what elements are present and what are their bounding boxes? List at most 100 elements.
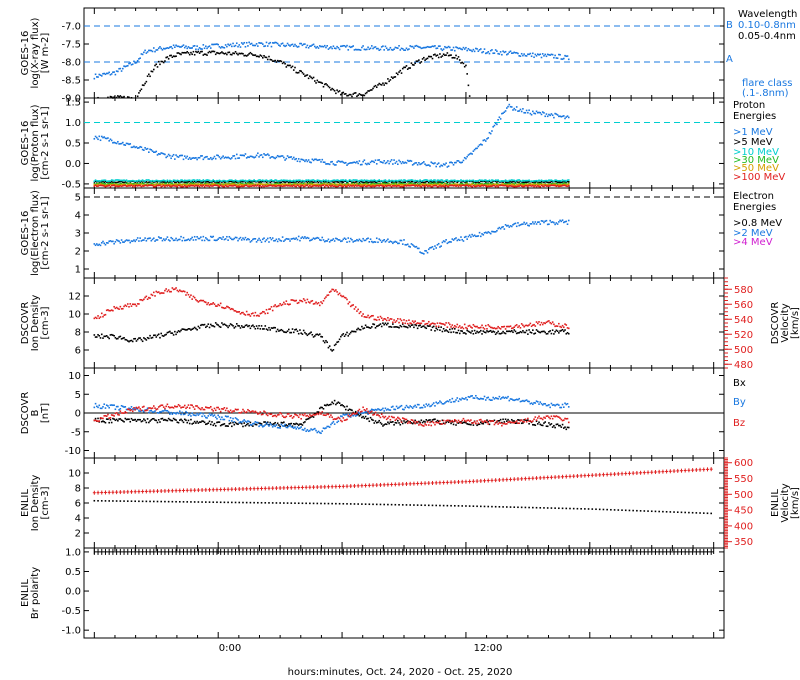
data-point (346, 405, 348, 408)
data-point (468, 184, 471, 187)
data-point (167, 289, 170, 291)
data-point (352, 241, 355, 243)
data-point (543, 180, 545, 182)
data-point (337, 160, 340, 162)
data-point (316, 333, 319, 336)
data-point (380, 317, 383, 319)
data-point (405, 185, 408, 187)
data-point (125, 185, 128, 188)
data-point (358, 238, 361, 241)
data-point (317, 159, 320, 161)
data-point (312, 76, 315, 79)
data-point (297, 181, 300, 184)
data-point (305, 301, 307, 304)
data-point (306, 181, 309, 184)
data-point (193, 296, 196, 299)
data-point (463, 184, 466, 187)
data-point (296, 160, 299, 163)
data-point (420, 162, 423, 165)
data-point (395, 47, 398, 49)
data-point (264, 180, 267, 183)
data-point (484, 331, 487, 334)
data-point (300, 158, 302, 161)
data-point (499, 227, 502, 230)
data-point (227, 185, 229, 188)
y-tick-label: 3 (75, 229, 81, 240)
data-point (276, 154, 279, 157)
data-point (212, 302, 215, 304)
data-point (331, 183, 333, 185)
data-point (178, 184, 181, 187)
data-point (491, 331, 493, 333)
data-point (492, 184, 494, 187)
data-point (364, 48, 367, 51)
data-point (540, 220, 543, 222)
data-point (533, 223, 535, 225)
data-point (337, 185, 340, 188)
data-point (182, 236, 185, 239)
data-point (392, 242, 394, 245)
data-point (160, 180, 163, 182)
data-point (390, 48, 393, 51)
data-point (296, 183, 299, 186)
data-point (176, 179, 179, 182)
data-point (316, 45, 319, 48)
data-point (471, 327, 473, 329)
data-point (452, 182, 455, 185)
data-point (457, 56, 460, 58)
data-point (452, 423, 455, 426)
data-point (486, 52, 488, 54)
data-point (544, 183, 547, 185)
data-point (378, 238, 381, 240)
data-point (348, 179, 351, 181)
data-point (222, 306, 224, 309)
data-point (281, 236, 284, 238)
data-point (203, 239, 206, 242)
data-point (328, 184, 331, 187)
data-point (327, 183, 330, 186)
data-point (477, 182, 480, 185)
data-point (145, 239, 148, 242)
data-point (416, 45, 419, 48)
data-point (481, 144, 483, 146)
data-point (140, 183, 143, 185)
data-point (108, 240, 110, 243)
data-point (211, 50, 213, 53)
data-point (466, 327, 468, 330)
data-point (226, 180, 228, 183)
data-point (415, 44, 418, 47)
data-point (130, 183, 133, 185)
data-point (476, 235, 478, 238)
data-point (270, 156, 273, 158)
data-point (131, 340, 134, 343)
data-point (207, 239, 210, 242)
data-point (296, 184, 299, 187)
data-point (451, 57, 454, 59)
data-point (253, 325, 255, 328)
data-point (413, 47, 415, 49)
data-point (444, 180, 446, 182)
data-point (430, 46, 433, 48)
data-point (471, 180, 473, 183)
data-point (478, 179, 481, 181)
data-point (357, 180, 359, 182)
data-point (434, 183, 436, 186)
data-point (176, 180, 179, 183)
data-point (534, 424, 537, 427)
data-point (288, 303, 290, 306)
data-point (483, 184, 486, 187)
data-point (177, 179, 180, 182)
data-point (177, 183, 180, 186)
data-point (546, 181, 549, 184)
data-point (299, 423, 301, 425)
data-point (175, 287, 177, 289)
data-point (379, 183, 382, 185)
data-point (306, 184, 309, 187)
data-point (338, 184, 341, 187)
data-point (269, 181, 272, 184)
right-tick-label: 520 (734, 330, 753, 341)
data-point (529, 331, 532, 334)
data-point (507, 185, 509, 188)
data-point (446, 52, 449, 54)
data-point (378, 324, 381, 326)
